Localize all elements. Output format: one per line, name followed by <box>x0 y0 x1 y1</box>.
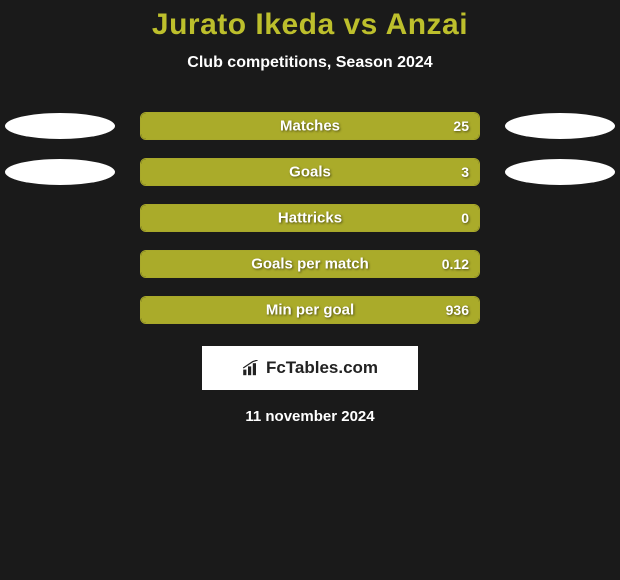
stat-bar-fill <box>141 205 479 231</box>
date-text: 11 november 2024 <box>0 408 620 425</box>
subtitle: Club competitions, Season 2024 <box>0 54 620 72</box>
player-avatar-left <box>5 113 115 139</box>
comparison-infographic: Jurato Ikeda vs Anzai Club competitions,… <box>0 0 620 425</box>
player-avatar-left <box>5 159 115 185</box>
stat-bar: Goals per match0.12 <box>140 250 480 278</box>
brand-logo-box: FcTables.com <box>202 346 418 390</box>
bar-chart-icon <box>242 360 262 376</box>
page-title: Jurato Ikeda vs Anzai <box>0 8 620 42</box>
brand-logo-text: FcTables.com <box>266 358 378 378</box>
stat-bar-fill <box>141 113 479 139</box>
stat-row: Min per goal936 <box>0 296 620 324</box>
stat-bar-fill <box>141 297 479 323</box>
stat-row: Goals per match0.12 <box>0 250 620 278</box>
stat-row: Matches25 <box>0 112 620 140</box>
brand-logo: FcTables.com <box>242 358 378 378</box>
player-avatar-right <box>505 159 615 185</box>
stat-bar-fill <box>141 251 479 277</box>
stat-bar: Min per goal936 <box>140 296 480 324</box>
stat-row: Hattricks0 <box>0 204 620 232</box>
stat-bar: Goals3 <box>140 158 480 186</box>
stat-bar: Hattricks0 <box>140 204 480 232</box>
stat-bar-fill <box>141 159 479 185</box>
stat-bar: Matches25 <box>140 112 480 140</box>
stat-row: Goals3 <box>0 158 620 186</box>
stats-area: Matches25 Goals3 Hattricks0 Goals per match… <box>0 112 620 324</box>
player-avatar-right <box>505 113 615 139</box>
